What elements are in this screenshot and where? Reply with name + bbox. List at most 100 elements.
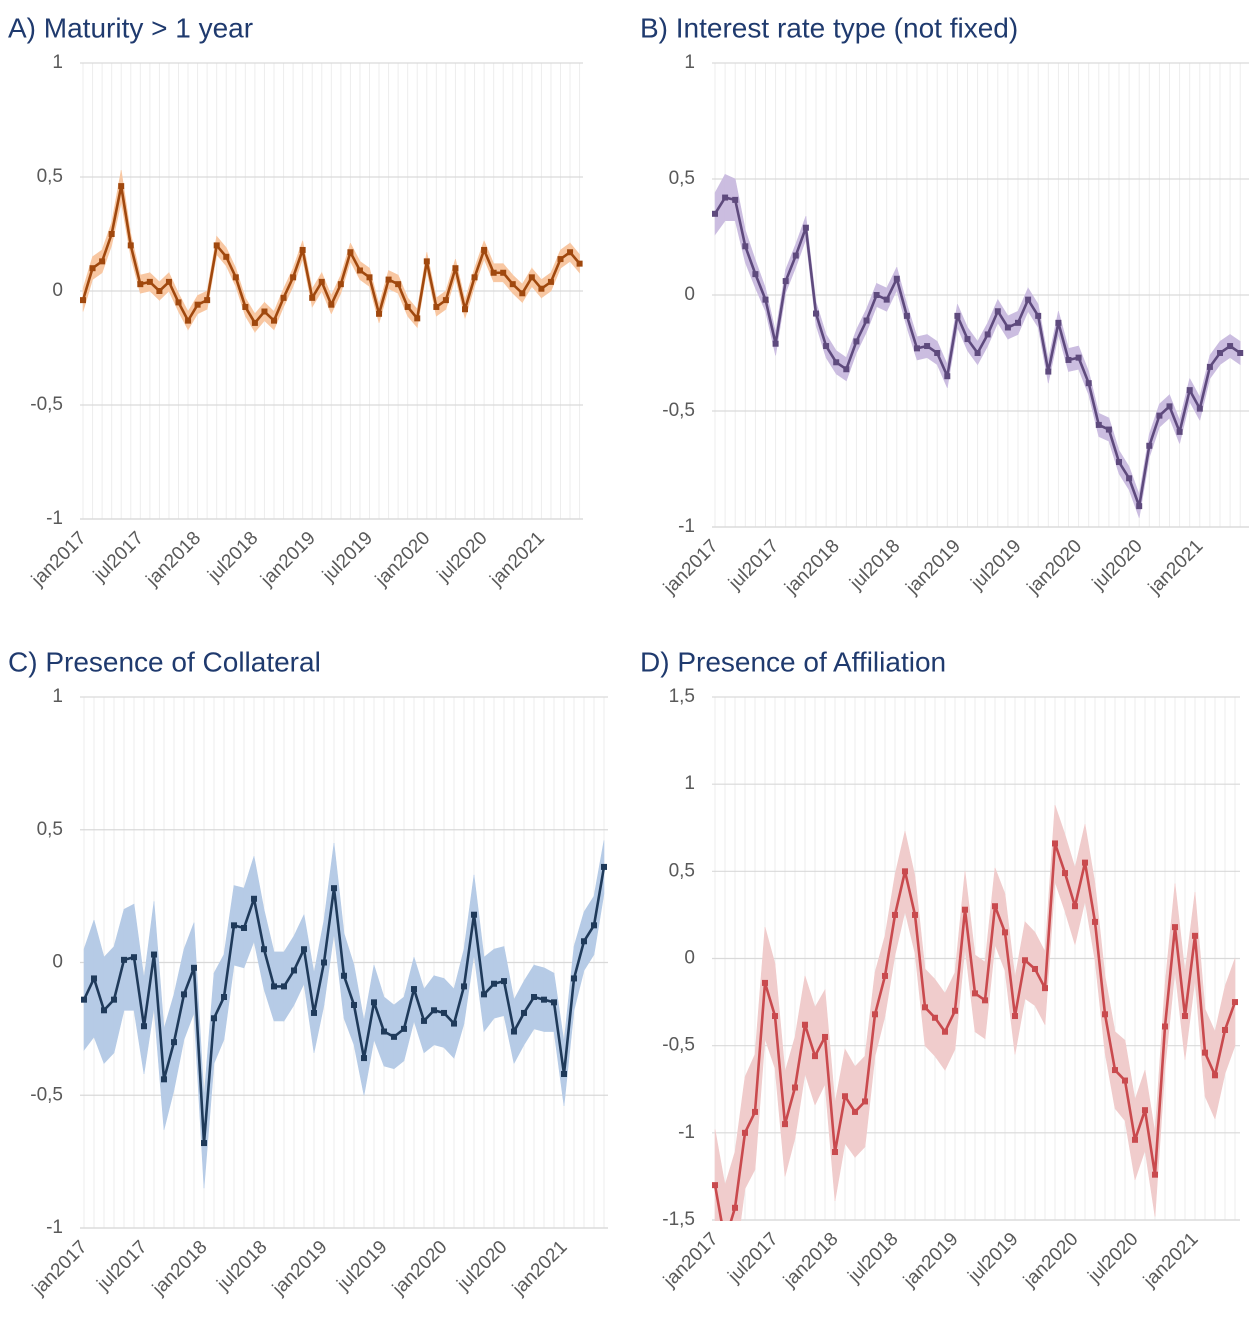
point	[742, 1129, 748, 1136]
point	[223, 253, 230, 260]
point	[261, 946, 267, 953]
point	[471, 911, 477, 918]
point	[299, 246, 306, 253]
point	[401, 1025, 407, 1032]
x-tick-label: jan2018	[780, 536, 843, 599]
point	[1186, 387, 1193, 394]
point	[813, 310, 819, 317]
point	[1237, 350, 1244, 356]
point	[892, 911, 898, 918]
point	[381, 1028, 387, 1035]
x-tick-label: jan2020	[388, 1237, 451, 1300]
point	[802, 224, 809, 231]
plot-area	[712, 804, 1238, 1221]
point	[251, 319, 258, 326]
point	[181, 991, 187, 998]
point	[1217, 350, 1223, 356]
x-tick-label: jul2017	[89, 528, 148, 587]
x-tick-label: jan2019	[899, 1229, 962, 1292]
x-tick-label: jul2018	[213, 1237, 272, 1296]
x-tick-label: jan2019	[268, 1237, 331, 1300]
point	[1126, 475, 1133, 482]
point	[1162, 1023, 1168, 1030]
point	[1072, 903, 1078, 910]
point	[822, 1033, 828, 1040]
point	[431, 1007, 437, 1014]
point	[204, 297, 211, 304]
point	[121, 956, 127, 963]
point	[772, 340, 779, 347]
x-tick-label: jan2017	[659, 536, 722, 599]
point	[712, 1182, 718, 1189]
point	[146, 278, 153, 285]
point	[1002, 929, 1008, 936]
point	[423, 258, 430, 265]
point	[561, 1071, 567, 1078]
y-tick-label: 1,5	[669, 686, 695, 707]
x-tick-label: jul2020	[433, 528, 492, 587]
point	[191, 964, 197, 971]
point	[242, 303, 249, 310]
y-tick-label: -1	[678, 516, 695, 537]
point	[531, 994, 537, 1001]
point	[538, 285, 545, 292]
y-tick-label: -1	[46, 508, 63, 529]
x-tick-label: jan2021	[508, 1237, 571, 1300]
y-tick-label: 1	[684, 52, 695, 73]
point	[391, 1033, 397, 1040]
point	[452, 265, 459, 272]
y-tick-label: 1	[52, 52, 63, 73]
point	[972, 990, 978, 997]
point	[1004, 324, 1011, 331]
point	[984, 331, 991, 338]
y-tick-label: 0	[684, 948, 695, 969]
point	[1022, 957, 1028, 964]
point	[912, 911, 918, 918]
y-tick-label: -0,5	[662, 400, 695, 421]
point	[872, 1011, 878, 1018]
x-tick-label: jul2018	[845, 536, 904, 595]
point	[194, 301, 201, 308]
point	[471, 274, 478, 281]
y-tick-label: 1	[684, 773, 695, 794]
point	[281, 983, 287, 990]
point	[974, 350, 981, 356]
y-tick-label: 0	[52, 280, 63, 301]
point	[500, 269, 507, 276]
point	[1202, 1049, 1208, 1056]
y-tick-label: 0,5	[669, 168, 695, 189]
point	[271, 317, 277, 324]
x-tick-label: jan2018	[779, 1229, 842, 1292]
point	[782, 1121, 788, 1128]
point	[1012, 1013, 1018, 1020]
point	[1025, 296, 1032, 303]
point	[802, 1021, 808, 1028]
point	[812, 1053, 818, 1060]
point	[852, 1108, 858, 1115]
point	[1082, 859, 1088, 866]
point	[221, 994, 227, 1001]
y-tick-label: -0,5	[30, 394, 63, 415]
point	[111, 996, 117, 1003]
point	[982, 997, 988, 1004]
point	[1142, 1107, 1148, 1114]
point	[842, 1093, 848, 1100]
point	[321, 959, 327, 966]
point	[165, 278, 172, 285]
point	[141, 1023, 147, 1030]
x-tick-label: jul2017	[93, 1237, 152, 1296]
x-tick-label: jan2020	[1019, 1229, 1082, 1292]
point	[356, 267, 363, 274]
point	[752, 1108, 758, 1115]
point	[932, 1014, 938, 1021]
point	[601, 863, 607, 870]
point	[1182, 1013, 1188, 1020]
y-tick-label: 0	[52, 952, 63, 973]
point	[501, 978, 507, 985]
point	[576, 260, 583, 267]
y-tick-label: -1	[46, 1217, 63, 1238]
point	[962, 906, 968, 913]
plot-area	[80, 170, 583, 334]
point	[863, 317, 870, 324]
